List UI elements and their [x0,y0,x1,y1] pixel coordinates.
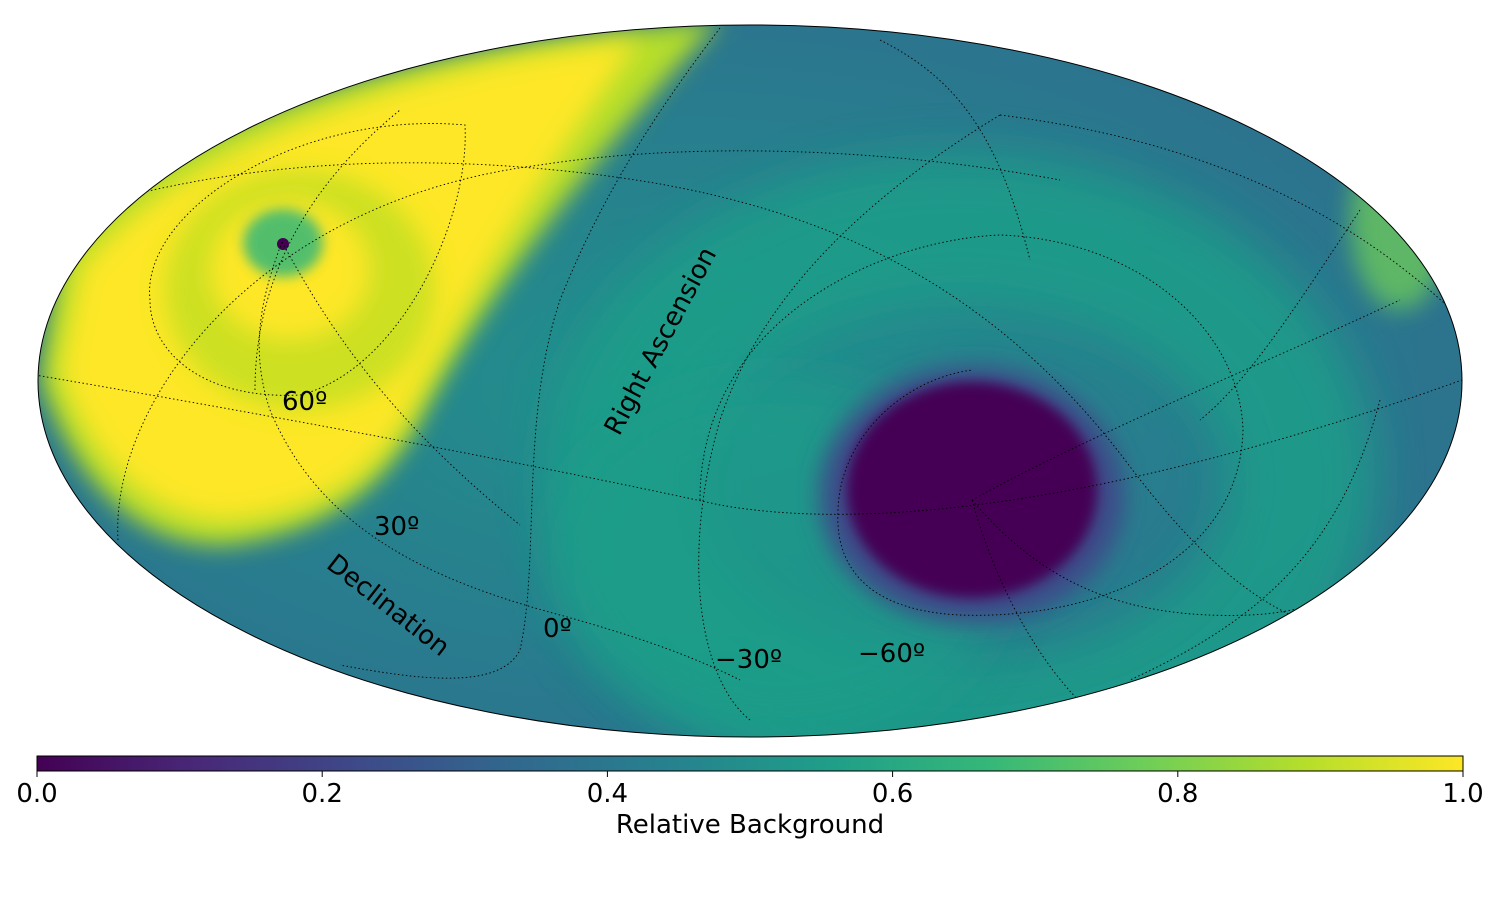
grid-line [698,114,1001,721]
sky-map [38,25,1462,737]
colorbar: 0.0 0.2 0.4 0.6 0.8 1.0 Relative Background [16,755,1484,840]
grid-line [699,234,1244,616]
grid-line [117,150,1061,541]
bright-band [40,25,720,546]
dec-label-minus30: −30º [715,645,782,675]
dark-blob [820,367,1124,623]
grid-line [999,114,1462,321]
dec-label-minus60: −60º [858,639,925,669]
grid-line [339,27,721,679]
dec-label-30: 30º [374,512,419,542]
colorbar-tick-label: 1.0 [1442,779,1483,809]
grid-line [38,374,1462,515]
grid-line [281,241,521,526]
colorbar-gradient [36,755,1464,772]
colorbar-ticks: 0.0 0.2 0.4 0.6 0.8 1.0 [16,771,1484,809]
dark-pinpoint [277,238,289,250]
colorbar-tick-label: 0.4 [587,779,628,809]
grid-line [1199,209,1361,421]
map-outline [37,24,1463,738]
colorbar-tick-label: 0.6 [872,779,913,809]
grid-line [879,39,1031,261]
colorbar-label: Relative Background [616,810,884,840]
dec-label-60: 60º [282,387,327,417]
colorbar-tick-label: 0.2 [302,779,343,809]
dec-label-0: 0º [543,614,572,644]
grid-line [149,123,466,396]
colorbar-tick-label: 0.0 [16,779,57,809]
grid-line [971,299,1401,501]
colorbar-tick-label: 0.8 [1157,779,1198,809]
coordinate-grid [38,27,1462,721]
